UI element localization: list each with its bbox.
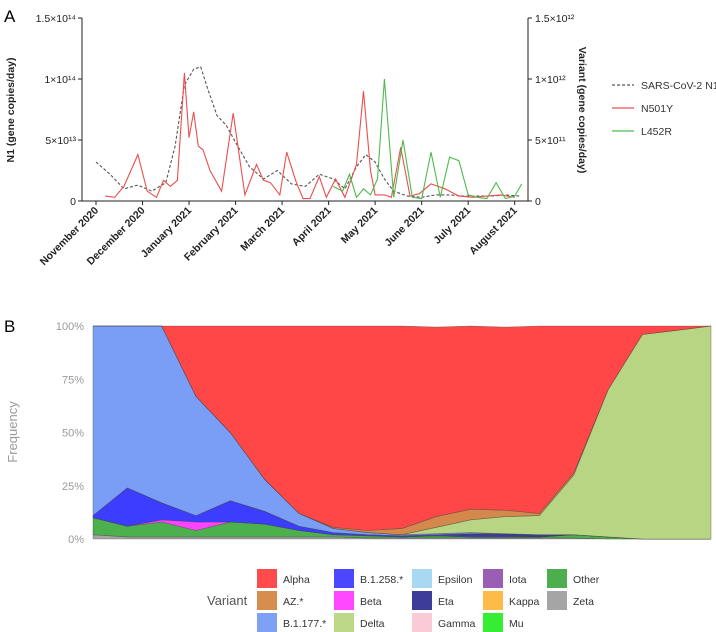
panel-b-letter: B xyxy=(4,317,15,336)
a-y2tick-label: 0 xyxy=(535,196,541,208)
panel-a-letter: A xyxy=(4,7,16,26)
a-ytick-label: 5×10¹³ xyxy=(45,135,76,147)
panel-a-right-ticks: 0 5×10¹¹ 1×10¹² 1.5×10¹² xyxy=(528,13,575,208)
legend-label: Delta xyxy=(360,618,385,630)
series-line-l452r xyxy=(333,78,523,200)
legend-label: Eta xyxy=(438,596,454,608)
a-y2tick-label: 1.5×10¹² xyxy=(535,13,575,25)
legend-label: B.1.177.* xyxy=(283,618,326,630)
panel-b-ticks: 0% 25% 50% 75% 100% xyxy=(56,321,84,546)
legend-label: SARS-CoV-2 N1 xyxy=(641,80,716,92)
legend-swatch xyxy=(483,613,503,632)
legend-swatch xyxy=(334,613,354,632)
legend-swatch xyxy=(412,591,432,610)
panel-a-legend: SARS-CoV-2 N1 N501Y L452R xyxy=(612,80,716,138)
a-xtick-label: August 2021 xyxy=(467,205,520,258)
panel-a-series xyxy=(95,66,523,200)
legend-swatch xyxy=(547,569,567,588)
b-ytick-label: 0% xyxy=(68,534,84,546)
legend-swatch xyxy=(547,591,567,610)
legend-label: Zeta xyxy=(573,596,594,608)
a-xtick-label: June 2021 xyxy=(382,205,427,250)
panel-a-y2label: Variant (gene copies/day) xyxy=(576,47,588,174)
legend-swatch xyxy=(257,569,277,588)
b-ytick-label: 25% xyxy=(62,481,84,493)
a-ytick-label: 1×10¹⁴ xyxy=(44,74,76,86)
series-line-n501y xyxy=(105,72,515,200)
legend-label: B.1.258.* xyxy=(360,574,403,586)
legend-label: Alpha xyxy=(283,574,310,586)
panel-b-legend: Variant Alpha AZ.* B.1.177.* B.1.258.* Beta De… xyxy=(207,569,600,632)
legend-swatch xyxy=(257,591,277,610)
legend-label: Iota xyxy=(509,574,527,586)
a-xtick-label: March 2021 xyxy=(238,205,287,254)
b-ytick-label: 75% xyxy=(62,374,84,386)
legend-label: Gamma xyxy=(438,618,476,630)
legend-swatch xyxy=(412,613,432,632)
a-ytick-label: 0 xyxy=(70,196,76,208)
area-alpha xyxy=(93,325,712,531)
legend-swatch xyxy=(257,613,277,632)
a-y2tick-label: 5×10¹¹ xyxy=(535,135,566,147)
legend-label: Epsilon xyxy=(438,574,473,586)
panel-a-left-ticks: 0 5×10¹³ 1×10¹⁴ 1.5×10¹⁴ xyxy=(36,13,82,208)
a-xtick-label: April 2021 xyxy=(290,205,334,249)
panel-a-ylabel: N1 (gene copies/day) xyxy=(5,57,17,162)
panel-b-ylabel: Frequency xyxy=(5,401,20,463)
a-ytick-label: 1.5×10¹⁴ xyxy=(36,13,76,25)
legend-label: Other xyxy=(573,574,600,586)
b-ytick-label: 100% xyxy=(56,321,84,333)
legend-swatch xyxy=(483,569,503,588)
legend-label: N501Y xyxy=(641,103,673,115)
legend-label: Kappa xyxy=(509,596,540,608)
legend-label: Mu xyxy=(509,618,524,630)
a-xtick-label: May 2021 xyxy=(339,205,381,247)
panel-a: A 0 5×10¹³ 1×10¹⁴ 1.5×10¹⁴ 0 5×10¹¹ 1×10¹² 1.5… xyxy=(4,7,716,268)
legend-title: Variant xyxy=(207,593,248,608)
panel-b-areas xyxy=(92,325,712,540)
legend-label: L452R xyxy=(641,126,672,138)
b-ytick-label: 50% xyxy=(62,428,84,440)
legend-swatch xyxy=(334,591,354,610)
legend-label: AZ.* xyxy=(283,596,303,608)
legend-swatch xyxy=(334,569,354,588)
panel-b: B 0% 25% 50% 75% 100% Frequency Variant Alpha… xyxy=(4,317,712,632)
legend-swatch xyxy=(483,591,503,610)
legend-label: Beta xyxy=(360,596,382,608)
a-xtick-label: July 2021 xyxy=(431,205,473,247)
legend-swatch xyxy=(412,569,432,588)
series-line-sars-cov-2-n1 xyxy=(95,66,520,198)
a-y2tick-label: 1×10¹² xyxy=(535,74,566,86)
